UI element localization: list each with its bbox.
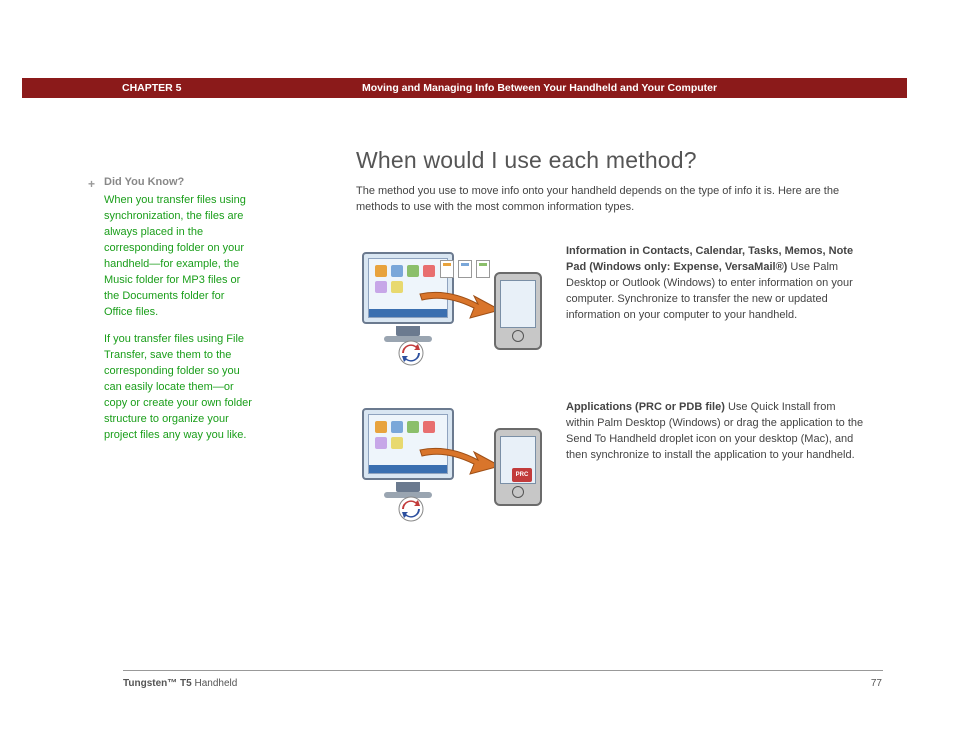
sidebar-paragraph-1: When you transfer files using synchroniz… bbox=[104, 193, 254, 321]
footer-rule bbox=[123, 670, 883, 671]
chapter-label: CHAPTER 5 bbox=[122, 82, 222, 94]
footer-product: Tungsten™ T5 Handheld bbox=[123, 678, 237, 689]
sync-icon bbox=[398, 340, 424, 366]
chapter-header-bar: CHAPTER 5 Moving and Managing Info Betwe… bbox=[22, 78, 907, 98]
illustration-sync-app: PRC bbox=[356, 400, 548, 528]
did-you-know-sidebar: + Did You Know? When you transfer files … bbox=[104, 175, 254, 444]
method-row-1: Information in Contacts, Calendar, Tasks… bbox=[356, 244, 866, 372]
page-title: When would I use each method? bbox=[356, 147, 866, 174]
sidebar-paragraph-2: If you transfer files using File Transfe… bbox=[104, 332, 254, 444]
footer-product-bold: Tungsten™ T5 bbox=[123, 678, 192, 689]
intro-paragraph: The method you use to move info onto you… bbox=[356, 184, 866, 216]
page-number: 77 bbox=[871, 678, 882, 689]
prc-file-icon: PRC bbox=[512, 468, 532, 482]
method-1-text: Information in Contacts, Calendar, Tasks… bbox=[566, 244, 866, 372]
method-row-2: PRC Applications (PRC or PDB file) Use Q… bbox=[356, 400, 866, 528]
chapter-title: Moving and Managing Info Between Your Ha… bbox=[362, 82, 717, 94]
illustration-sync-docs bbox=[356, 244, 548, 372]
sidebar-title: Did You Know? bbox=[104, 175, 254, 191]
plus-icon: + bbox=[88, 176, 95, 193]
method-2-heading: Applications (PRC or PDB file) bbox=[566, 401, 725, 413]
sync-icon bbox=[398, 496, 424, 522]
main-content: When would I use each method? The method… bbox=[356, 147, 866, 556]
method-2-text: Applications (PRC or PDB file) Use Quick… bbox=[566, 400, 866, 528]
footer-product-rest: Handheld bbox=[192, 678, 238, 689]
